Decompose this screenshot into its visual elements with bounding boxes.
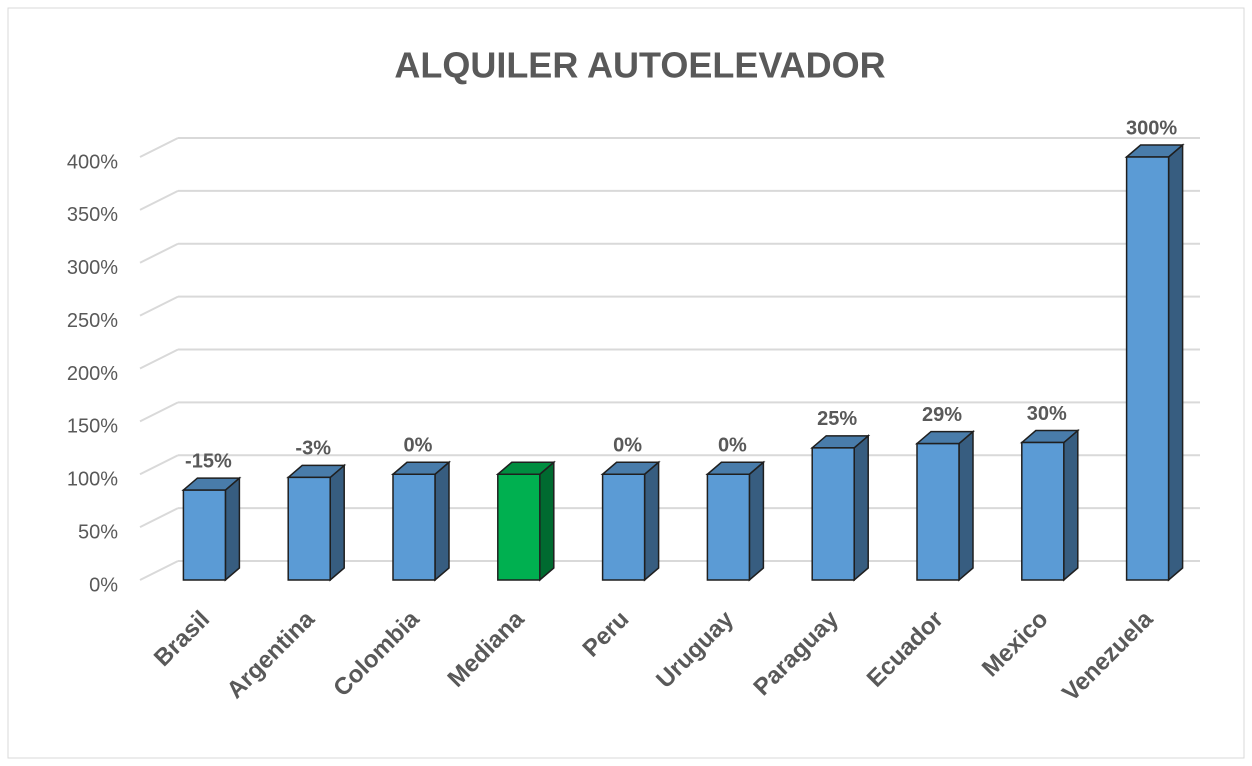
bar xyxy=(1019,428,1080,582)
bar-side xyxy=(643,460,660,582)
data-label: 0% xyxy=(404,435,433,457)
bar-side xyxy=(1063,428,1079,582)
y-tick-label: 200% xyxy=(67,363,118,385)
y-tick-label: 350% xyxy=(67,204,118,226)
grid-line xyxy=(139,454,179,476)
bar xyxy=(810,434,871,582)
bar xyxy=(705,460,766,582)
bar-front xyxy=(182,489,227,581)
bar-side xyxy=(224,476,241,582)
data-label: 0% xyxy=(613,435,642,457)
grid-line xyxy=(139,560,179,581)
bar xyxy=(600,460,661,582)
bar-side xyxy=(748,460,765,582)
grid-line xyxy=(139,401,179,423)
bar-side xyxy=(539,460,555,582)
bar-front xyxy=(811,447,855,581)
data-label: 30% xyxy=(1027,403,1067,425)
bar-front xyxy=(287,476,331,581)
data-label: 29% xyxy=(922,404,962,426)
chart-title: ALQUILER AUTOELEVADOR xyxy=(394,45,885,86)
bar-front xyxy=(916,442,960,581)
bar-front xyxy=(497,473,541,581)
y-tick-label: 150% xyxy=(67,416,118,438)
grid-line xyxy=(139,242,179,264)
bar-front xyxy=(1021,441,1065,581)
bar xyxy=(495,460,556,582)
bar-side xyxy=(958,429,974,582)
bar-front xyxy=(392,473,436,581)
bar xyxy=(181,476,242,582)
bar-front xyxy=(601,473,646,581)
data-label: 0% xyxy=(718,435,747,457)
grid-line xyxy=(139,348,179,370)
bar xyxy=(286,463,347,582)
chart-frame xyxy=(7,7,1245,759)
bar xyxy=(914,429,976,582)
grid-line xyxy=(139,189,179,211)
bar-front xyxy=(1125,156,1170,581)
grid-line xyxy=(139,295,179,317)
data-label: -15% xyxy=(185,450,232,472)
data-label: 25% xyxy=(817,408,857,430)
bar-front xyxy=(706,473,751,581)
bar xyxy=(390,460,452,582)
bar-side xyxy=(1167,143,1184,582)
bar xyxy=(1124,143,1185,582)
bar-side xyxy=(853,434,869,582)
bar-side xyxy=(329,463,345,582)
grid-line xyxy=(139,137,179,158)
data-label: 300% xyxy=(1126,117,1177,139)
y-tick-label: 100% xyxy=(67,469,118,491)
y-tick-label: 250% xyxy=(67,310,118,332)
data-label: -3% xyxy=(295,438,331,460)
bar-side xyxy=(434,460,450,582)
y-tick-label: 400% xyxy=(67,151,118,173)
grid-line xyxy=(139,507,179,529)
y-tick-label: 0% xyxy=(89,574,118,596)
y-tick-label: 300% xyxy=(67,257,118,279)
y-tick-label: 50% xyxy=(78,521,118,543)
